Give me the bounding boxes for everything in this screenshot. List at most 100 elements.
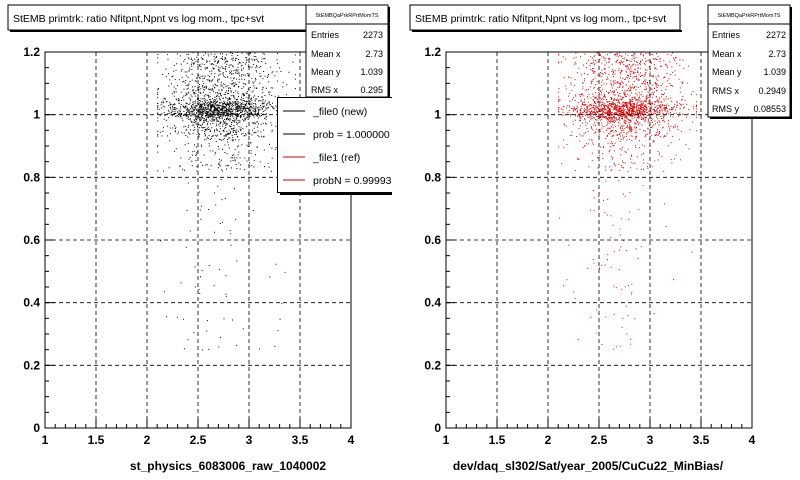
data-point	[566, 144, 568, 145]
data-point	[226, 117, 227, 119]
data-point	[223, 111, 225, 113]
data-point	[679, 108, 681, 109]
data-point	[631, 114, 633, 116]
data-point	[225, 123, 227, 124]
data-point	[588, 166, 590, 168]
data-point	[692, 121, 694, 123]
data-point	[264, 100, 266, 102]
data-point	[252, 210, 254, 211]
data-point	[637, 87, 639, 89]
data-point	[593, 72, 594, 74]
data-point	[213, 104, 215, 106]
data-point	[638, 96, 640, 98]
data-point	[201, 106, 203, 108]
data-point	[229, 98, 231, 100]
data-point	[612, 115, 614, 117]
data-point	[558, 99, 560, 101]
data-point	[601, 101, 603, 103]
data-point	[603, 109, 605, 111]
data-point	[179, 114, 181, 116]
data-point	[617, 104, 618, 106]
data-point	[201, 112, 203, 114]
data-point	[624, 106, 626, 108]
data-point	[634, 106, 636, 108]
data-point	[232, 65, 234, 67]
data-point	[605, 99, 607, 100]
data-point	[196, 146, 197, 148]
data-point	[595, 109, 597, 111]
data-point	[241, 52, 243, 54]
data-point	[623, 93, 625, 95]
data-point	[593, 62, 594, 64]
data-point	[237, 69, 239, 71]
data-point	[200, 116, 202, 118]
data-point	[218, 114, 220, 116]
data-point	[216, 94, 218, 96]
data-point	[582, 101, 584, 103]
data-point	[231, 80, 233, 82]
data-point	[587, 130, 589, 132]
data-point	[218, 96, 220, 98]
data-point	[255, 67, 257, 69]
data-point	[601, 99, 603, 101]
data-point	[182, 318, 184, 320]
data-point	[202, 117, 204, 119]
data-point	[594, 122, 596, 124]
data-point	[623, 112, 625, 114]
data-point	[599, 155, 601, 157]
data-point	[265, 63, 267, 65]
data-point	[623, 64, 625, 65]
data-point	[204, 67, 206, 69]
data-point	[160, 240, 161, 242]
data-point	[645, 53, 647, 55]
data-point	[625, 102, 627, 104]
data-point	[608, 61, 610, 63]
data-point	[655, 76, 657, 78]
data-point	[613, 127, 615, 129]
data-point	[168, 167, 170, 169]
data-point	[578, 113, 579, 115]
data-point	[695, 94, 697, 96]
data-point	[239, 106, 241, 108]
data-point	[619, 83, 621, 85]
data-point	[608, 66, 610, 68]
data-point	[592, 98, 594, 100]
data-point	[629, 211, 631, 213]
data-point	[634, 132, 636, 133]
data-point	[624, 119, 626, 121]
data-point	[189, 81, 191, 83]
data-point	[189, 67, 191, 69]
data-point	[628, 285, 629, 287]
data-point	[203, 106, 205, 108]
data-point	[205, 101, 206, 103]
data-point	[626, 60, 628, 61]
data-point	[668, 120, 669, 122]
data-point	[606, 136, 608, 137]
data-point	[627, 112, 629, 114]
data-point	[253, 122, 255, 124]
data-point	[619, 102, 621, 104]
data-point	[260, 131, 262, 133]
data-point	[666, 111, 668, 113]
data-point	[584, 101, 586, 103]
data-point	[692, 108, 694, 110]
data-point	[194, 129, 196, 131]
data-point	[214, 107, 216, 109]
data-point	[247, 115, 249, 117]
data-point	[187, 111, 189, 113]
data-point	[208, 129, 210, 130]
data-point	[595, 114, 597, 116]
data-point	[157, 102, 159, 104]
data-point	[214, 102, 216, 104]
data-point	[573, 57, 575, 59]
data-point	[609, 110, 611, 112]
data-point	[582, 122, 583, 124]
data-point	[195, 115, 197, 117]
data-point	[607, 259, 608, 261]
data-point	[270, 104, 271, 106]
data-point	[611, 111, 613, 113]
data-point	[649, 71, 651, 73]
data-point	[230, 72, 232, 73]
data-point	[217, 100, 219, 102]
data-point	[220, 336, 221, 338]
